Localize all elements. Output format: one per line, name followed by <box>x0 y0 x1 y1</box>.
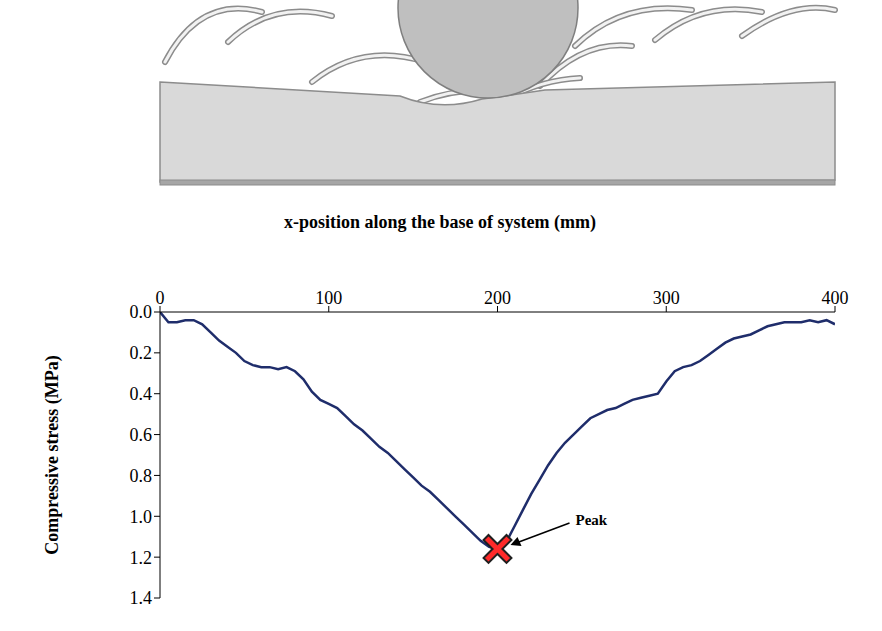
svg-text:0.4: 0.4 <box>130 384 153 404</box>
svg-text:0.8: 0.8 <box>130 466 153 486</box>
svg-text:0.6: 0.6 <box>130 425 153 445</box>
svg-text:0: 0 <box>156 288 165 308</box>
svg-text:1.4: 1.4 <box>130 588 153 608</box>
svg-text:400: 400 <box>822 288 849 308</box>
html-text:x-position along the base of s: x-position along the base of system (mm) <box>284 212 596 232</box>
svg-text:0.0: 0.0 <box>130 302 153 322</box>
svg-text:200: 200 <box>484 288 511 308</box>
svg-text:0.2: 0.2 <box>130 343 153 363</box>
svg-text:1.2: 1.2 <box>130 548 153 568</box>
svg-text:Compressive stress (MPa): Compressive stress (MPa) <box>42 355 63 554</box>
svg-text:1.0: 1.0 <box>130 507 153 527</box>
svg-text:Peak: Peak <box>576 512 608 528</box>
svg-text:100: 100 <box>315 288 342 308</box>
svg-text:300: 300 <box>653 288 680 308</box>
